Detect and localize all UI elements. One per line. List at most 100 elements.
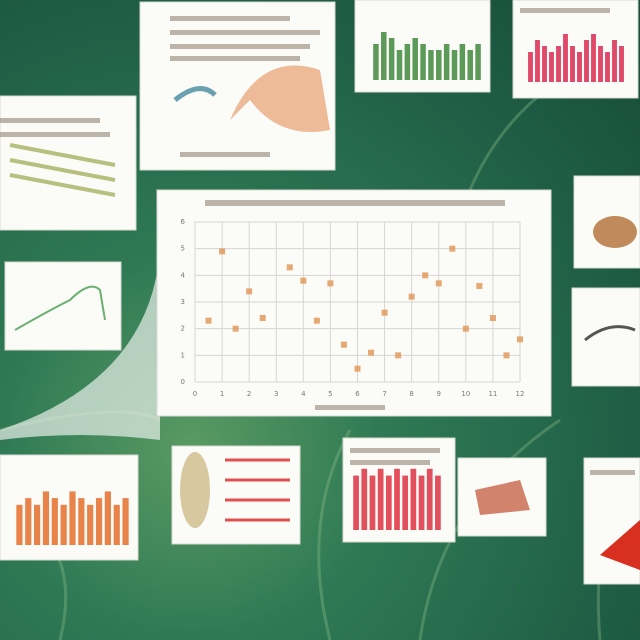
bar bbox=[381, 32, 387, 80]
bar bbox=[60, 504, 67, 545]
point bbox=[422, 272, 429, 279]
y-tick-label: 4 bbox=[181, 271, 186, 279]
x-tick-label: 1 bbox=[220, 390, 224, 398]
x-tick-label: 6 bbox=[355, 390, 360, 398]
bar bbox=[25, 498, 32, 545]
bar bbox=[87, 504, 94, 545]
bar bbox=[459, 44, 466, 80]
point bbox=[354, 365, 361, 372]
bar bbox=[535, 40, 540, 82]
x-tick-label: 0 bbox=[193, 390, 197, 398]
x-tick-label: 2 bbox=[247, 390, 251, 398]
x-tick-label: 4 bbox=[301, 390, 306, 398]
bar bbox=[598, 46, 603, 82]
bar bbox=[420, 44, 426, 80]
bar bbox=[369, 475, 376, 530]
bar bbox=[353, 475, 359, 530]
y-tick-label: 5 bbox=[181, 245, 185, 253]
bar bbox=[426, 468, 433, 530]
bar bbox=[410, 468, 417, 530]
point bbox=[232, 325, 239, 332]
bar bbox=[95, 498, 103, 545]
bar bbox=[612, 40, 617, 82]
x-tick-label: 3 bbox=[274, 390, 278, 398]
bar bbox=[435, 475, 441, 530]
bar bbox=[385, 475, 392, 530]
point bbox=[313, 317, 320, 324]
card bbox=[512, 0, 639, 99]
bar bbox=[402, 475, 409, 530]
y-tick-label: 0 bbox=[181, 378, 185, 386]
point bbox=[408, 293, 415, 300]
y-tick-label: 2 bbox=[181, 325, 185, 333]
bar bbox=[396, 50, 403, 80]
bar bbox=[78, 498, 85, 545]
light-shape bbox=[0, 250, 160, 440]
point bbox=[395, 352, 402, 359]
y-tick-label: 6 bbox=[181, 218, 186, 226]
bar bbox=[577, 52, 582, 82]
point bbox=[340, 341, 347, 348]
bar bbox=[113, 504, 120, 545]
y-tick-label: 1 bbox=[181, 351, 185, 359]
x-tick-label: 7 bbox=[382, 390, 386, 398]
point bbox=[462, 325, 469, 332]
bar bbox=[377, 468, 384, 530]
bar bbox=[467, 50, 473, 80]
point bbox=[381, 309, 388, 316]
point bbox=[300, 277, 307, 284]
bar bbox=[361, 468, 368, 530]
x-tick-label: 12 bbox=[516, 390, 525, 398]
bar bbox=[584, 40, 589, 82]
bar bbox=[388, 38, 395, 80]
card bbox=[571, 287, 640, 387]
bar bbox=[451, 50, 458, 80]
point bbox=[286, 264, 293, 271]
bar bbox=[16, 504, 23, 545]
main-card bbox=[156, 189, 552, 417]
point bbox=[476, 283, 483, 289]
bar bbox=[104, 491, 111, 545]
x-tick-label: 5 bbox=[328, 390, 332, 398]
point bbox=[517, 336, 523, 343]
bar bbox=[475, 44, 481, 80]
illustrations bbox=[9, 65, 640, 570]
bar bbox=[428, 50, 434, 80]
y-tick-label: 3 bbox=[181, 298, 185, 306]
bar bbox=[34, 504, 41, 545]
x-tick-label: 9 bbox=[437, 390, 441, 398]
point bbox=[435, 280, 442, 287]
illegible-text bbox=[0, 8, 635, 475]
point bbox=[219, 248, 226, 255]
point bbox=[489, 315, 496, 321]
point bbox=[449, 245, 456, 252]
bar bbox=[591, 34, 596, 82]
point bbox=[327, 280, 334, 287]
bar bbox=[563, 34, 568, 82]
bar bbox=[528, 52, 533, 82]
point bbox=[205, 317, 212, 324]
bar bbox=[42, 491, 50, 545]
bar bbox=[542, 46, 547, 82]
x-tick-label: 8 bbox=[409, 390, 413, 398]
bar bbox=[122, 498, 129, 545]
x-tick-label: 11 bbox=[488, 390, 497, 398]
bar bbox=[605, 52, 610, 82]
bar bbox=[443, 44, 450, 80]
bar bbox=[570, 46, 575, 82]
bar bbox=[394, 468, 400, 530]
x-tick-label: 10 bbox=[461, 390, 470, 398]
bar bbox=[418, 475, 425, 530]
bar bbox=[404, 44, 411, 80]
point bbox=[503, 352, 510, 359]
point bbox=[368, 349, 375, 356]
point bbox=[259, 315, 266, 321]
bar bbox=[373, 44, 379, 80]
bar bbox=[51, 498, 58, 545]
bar bbox=[619, 46, 624, 82]
bar bbox=[412, 38, 418, 80]
point bbox=[246, 288, 253, 295]
bar bbox=[556, 46, 561, 82]
